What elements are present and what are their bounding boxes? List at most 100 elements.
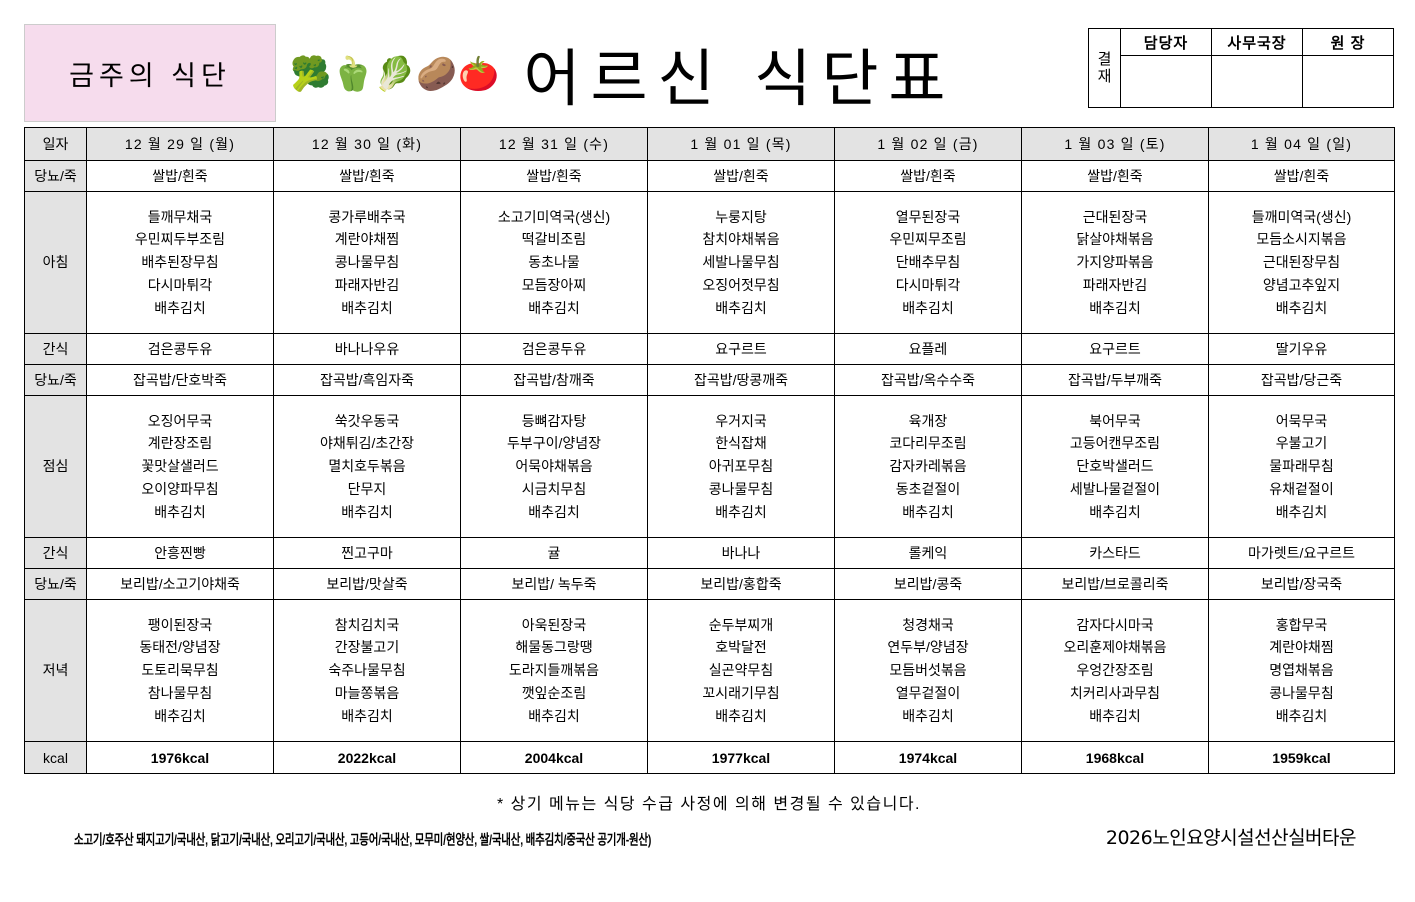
date-header-tue: 12 월 30 일 (화) [273,127,461,161]
dish: 한식잡채 [715,435,767,452]
dish: 오징어무국 [147,412,213,429]
jook-lunch-sat: 잡곡밥/두부깨죽 [1021,364,1209,396]
lunch-sun: 어묵무국 우불고기 물파래무침 유채겉절이 배추김치 [1208,395,1395,538]
dish: 콩나물무침 [1269,684,1334,701]
approval-column-president: 원 장 [1303,29,1393,107]
dish: 감자다시마국 [1076,616,1154,633]
dish: 콩나물무침 [334,254,400,271]
breakfast-fri: 열무된장국 우민찌무조림 단배추무침 다시마튀각 배추김치 [834,191,1022,334]
dish: 다시마튀각 [147,276,213,293]
dish: 실곤약무침 [708,662,774,679]
dish: 배추김치 [1089,707,1141,724]
dish: 우엉간장조림 [1076,662,1154,679]
dish: 고등어캔무조림 [1069,435,1161,452]
dish: 배추김치 [715,707,767,724]
approval-header-president: 원 장 [1303,29,1393,56]
dish: 단호박샐러드 [1076,458,1154,475]
dish: 동초나물 [528,254,580,271]
dish: 멸치호두볶음 [328,458,406,475]
dish: 참치김치국 [334,616,400,633]
snack-afternoon-mon: 안흥찐빵 [86,537,274,569]
snack-afternoon-tue: 찐고구마 [273,537,461,569]
dish: 참치야채볶음 [702,231,780,248]
dish: 아귀포무침 [708,458,774,475]
dish: 들깨미역국(생신) [1251,208,1352,225]
dish: 배추김치 [1089,503,1141,520]
dish: 도토리묵무침 [141,662,219,679]
title-zone: 🥦 🫑 🥬 🥔 🍅 어르신 식단표 [276,24,1088,122]
approval-column-director: 사무국장 [1212,29,1303,107]
dish: 아욱된장국 [521,616,587,633]
dish: 세발나물무침 [702,254,780,271]
dish: 배추김치 [341,503,393,520]
dinner-thu: 순두부찌개 호박달전 실곤약무침 꼬시래기무침 배추김치 [647,599,835,742]
page-header: 금주의 식단 🥦 🫑 🥬 🥔 🍅 어르신 식단표 결 재 담당자 [24,24,1394,122]
dish: 쑥갓우동국 [334,412,400,429]
date-header-sat: 1 월 03 일 (토) [1021,127,1209,161]
date-header-wed: 12 월 31 일 (수) [460,127,648,161]
dish: 소고기미역국(생신) [497,208,611,225]
dish: 우불고기 [1275,435,1328,452]
row-label-jook-dinner: 당뇨/죽 [24,568,87,600]
jook-dinner-sat: 보리밥/브로콜리죽 [1021,568,1209,600]
dish: 배추김치 [341,707,393,724]
dish: 시금치무침 [521,480,587,497]
dish: 치커리사과무침 [1069,684,1161,701]
dish: 배추김치 [715,503,767,520]
dish: 간장불고기 [334,639,400,656]
lunch-mon: 오징어무국 계란장조림 꽃맛살샐러드 오이양파무침 배추김치 [86,395,274,538]
dinner-sat: 감자다시마국 오리훈제야채볶음 우엉간장조림 치커리사과무침 배추김치 [1021,599,1209,742]
jook-morning-tue: 쌀밥/흰죽 [273,160,461,192]
dish: 근대된장무침 [1262,254,1341,271]
kcal-sun: 1959kcal [1208,741,1395,774]
dish: 들깨무채국 [147,208,213,225]
dish: 물파래무침 [1269,458,1334,475]
approval-signature-president[interactable] [1303,56,1393,107]
dish: 배추김치 [154,299,206,316]
dinner-fri: 청경채국 연두부/양념장 모듬버섯볶음 열무겉절이 배추김치 [834,599,1022,742]
snack-afternoon-thu: 바나나 [647,537,835,569]
dish: 콩가루배추국 [328,208,406,225]
dish: 깻잎순조림 [521,684,587,701]
lunch-sat: 북어무국 고등어캔무조림 단호박샐러드 세발나물겉절이 배추김치 [1021,395,1209,538]
kcal-tue: 2022kcal [273,741,461,774]
jook-morning-mon: 쌀밥/흰죽 [86,160,274,192]
row-label-jook-morning: 당뇨/죽 [24,160,87,192]
snack-morning-sat: 요구르트 [1021,333,1209,365]
weekly-menu-badge: 금주의 식단 [24,24,276,122]
dish: 배추김치 [902,707,954,724]
approval-signature-director[interactable] [1212,56,1302,107]
approval-column-manager: 담당자 [1121,29,1212,107]
dish: 가지양파볶음 [1076,254,1154,271]
dish: 오이양파무침 [141,480,219,497]
jook-morning-fri: 쌀밥/흰죽 [834,160,1022,192]
jook-dinner-thu: 보리밥/홍합죽 [647,568,835,600]
dish: 팽이된장국 [147,616,213,633]
dish: 우민찌무조림 [889,231,967,248]
snack-morning-fri: 요플레 [834,333,1022,365]
approval-signature-manager[interactable] [1121,56,1211,107]
approval-columns: 담당자 사무국장 원 장 [1121,29,1393,107]
approval-vertical-label-char-1: 결 [1097,50,1112,68]
approval-header-director: 사무국장 [1212,29,1302,56]
table-row-dates: 일자 12 월 29 일 (월) 12 월 30 일 (화) 12 월 31 일… [24,127,1395,161]
lunch-fri: 육개장 코다리무조림 감자카레볶음 동초겉절이 배추김치 [834,395,1022,538]
lunch-tue: 쑥갓우동국 야채튀김/초간장 멸치호두볶음 단무지 배추김치 [273,395,461,538]
dish: 배추김치 [528,503,580,520]
approval-vertical-label: 결 재 [1089,29,1121,107]
dish: 양념고추잎지 [1262,276,1341,293]
snack-afternoon-sun: 마가렛트/요구르트 [1208,537,1395,569]
breakfast-thu: 누룽지탕 참치야채볶음 세발나물무침 오징어젓무침 배추김치 [647,191,835,334]
kcal-wed: 2004kcal [460,741,648,774]
jook-morning-sat: 쌀밥/흰죽 [1021,160,1209,192]
weekly-menu-badge-label: 금주의 식단 [69,60,231,91]
dish: 오리훈제야채볶음 [1063,639,1167,656]
kcal-thu: 1977kcal [647,741,835,774]
dish: 해물동그랑땡 [515,639,593,656]
dish: 호박달전 [715,639,767,656]
table-row-jook-morning: 당뇨/죽 쌀밥/흰죽 쌀밥/흰죽 쌀밥/흰죽 쌀밥/흰죽 쌀밥/흰죽 쌀밥/흰죽… [24,160,1395,192]
dish: 배추김치 [528,299,580,316]
row-label-snack-morning: 간식 [24,333,87,365]
dish: 세발나물겉절이 [1069,480,1161,497]
row-label-kcal: kcal [24,741,87,774]
